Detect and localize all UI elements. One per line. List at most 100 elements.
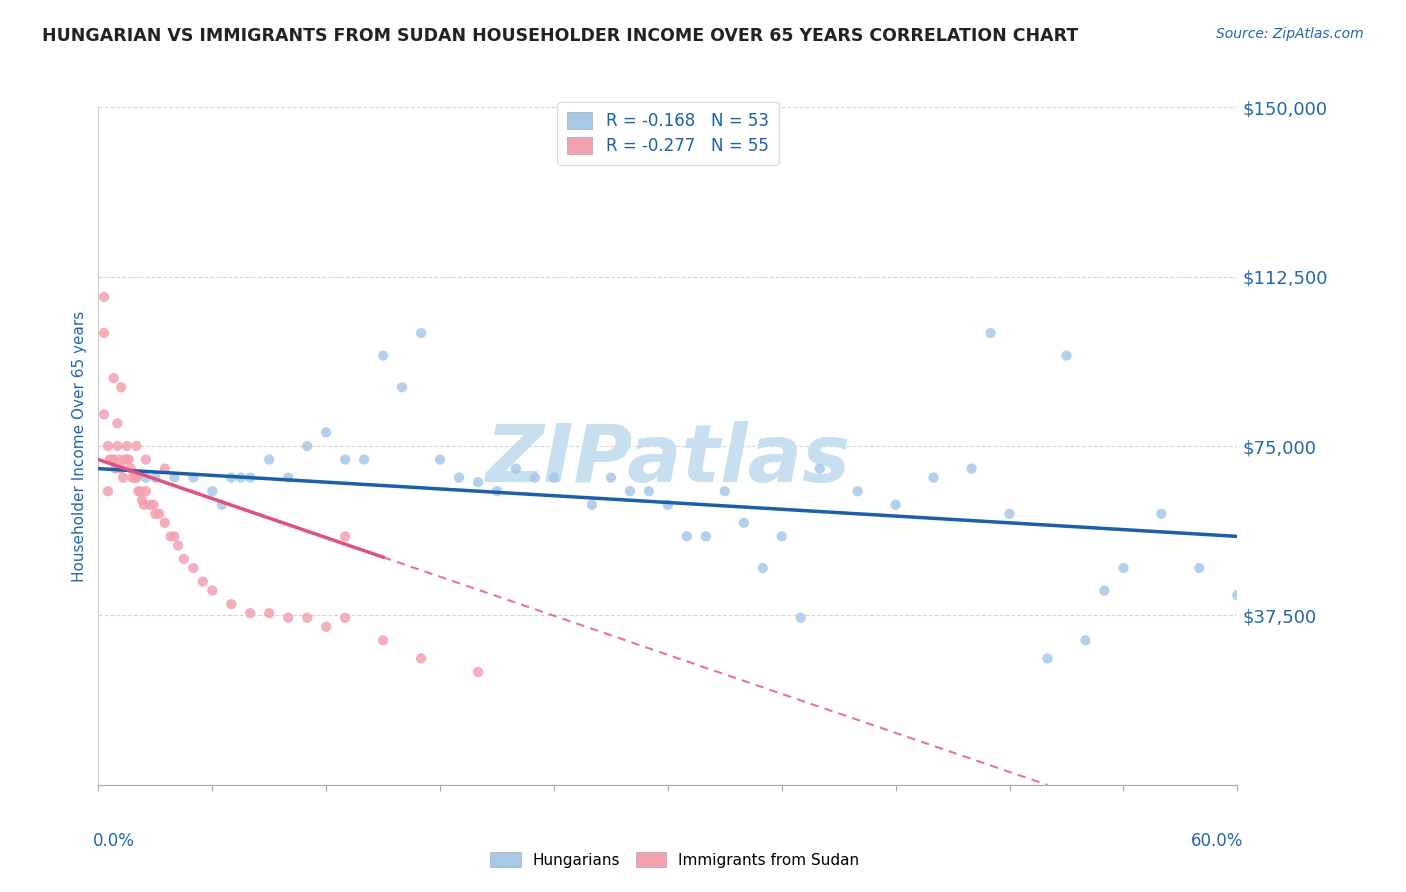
Legend: R = -0.168   N = 53, R = -0.277   N = 55: R = -0.168 N = 53, R = -0.277 N = 55 [557, 102, 779, 165]
Point [110, 461, 132, 475]
Point [1094, 583, 1116, 598]
Point [467, 475, 489, 490]
Point [163, 470, 186, 484]
Point [201, 484, 224, 499]
Text: 60.0%: 60.0% [1191, 832, 1243, 850]
Point [259, 606, 281, 620]
Point [153, 461, 176, 475]
Point [638, 484, 661, 499]
Point [135, 452, 157, 467]
Point [93, 290, 115, 304]
Point [1112, 561, 1135, 575]
Point [371, 349, 394, 363]
Point [135, 484, 157, 499]
Point [808, 461, 831, 475]
Text: Source: ZipAtlas.com: Source: ZipAtlas.com [1216, 27, 1364, 41]
Point [411, 651, 433, 665]
Point [467, 665, 489, 679]
Point [714, 484, 737, 499]
Point [173, 552, 195, 566]
Point [93, 326, 115, 340]
Point [277, 470, 299, 484]
Point [124, 470, 146, 484]
Point [221, 470, 243, 484]
Point [125, 439, 148, 453]
Point [979, 326, 1001, 340]
Point [167, 538, 190, 552]
Point [695, 529, 717, 543]
Point [93, 408, 115, 422]
Point [297, 611, 319, 625]
Point [752, 561, 775, 575]
Point [449, 470, 471, 484]
Point [922, 470, 945, 484]
Point [391, 380, 413, 394]
Point [110, 380, 132, 394]
Point [97, 439, 120, 453]
Point [1226, 588, 1249, 602]
Point [135, 470, 157, 484]
Point [100, 452, 122, 467]
Point [221, 597, 243, 611]
Point [884, 498, 907, 512]
Point [657, 498, 679, 512]
Point [770, 529, 793, 543]
Point [114, 452, 136, 467]
Point [297, 439, 319, 453]
Point [98, 452, 121, 467]
Point [103, 452, 125, 467]
Point [127, 484, 149, 499]
Point [353, 452, 375, 467]
Point [543, 470, 565, 484]
Point [998, 507, 1021, 521]
Point [505, 461, 527, 475]
Point [411, 326, 433, 340]
Point [581, 498, 603, 512]
Point [315, 620, 337, 634]
Text: HUNGARIAN VS IMMIGRANTS FROM SUDAN HOUSEHOLDER INCOME OVER 65 YEARS CORRELATION : HUNGARIAN VS IMMIGRANTS FROM SUDAN HOUSE… [42, 27, 1078, 45]
Point [1150, 507, 1173, 521]
Point [1188, 561, 1211, 575]
Point [211, 498, 233, 512]
Point [104, 461, 127, 475]
Text: ZIPatlas: ZIPatlas [485, 420, 851, 499]
Point [125, 470, 148, 484]
Point [163, 529, 186, 543]
Point [790, 611, 813, 625]
Point [131, 493, 153, 508]
Point [191, 574, 214, 589]
Point [429, 452, 451, 467]
Point [960, 461, 983, 475]
Point [125, 470, 148, 484]
Point [97, 484, 120, 499]
Point [733, 516, 755, 530]
Point [103, 371, 125, 385]
Point [115, 452, 138, 467]
Point [335, 611, 357, 625]
Point [524, 470, 547, 484]
Point [138, 498, 160, 512]
Point [153, 516, 176, 530]
Point [259, 452, 281, 467]
Point [118, 452, 141, 467]
Point [145, 470, 167, 484]
Text: 0.0%: 0.0% [93, 832, 135, 850]
Point [277, 611, 299, 625]
Point [315, 425, 337, 440]
Point [121, 470, 143, 484]
Point [112, 470, 135, 484]
Point [107, 439, 129, 453]
Point [1056, 349, 1078, 363]
Legend: Hungarians, Immigrants from Sudan: Hungarians, Immigrants from Sudan [482, 844, 868, 875]
Point [201, 583, 224, 598]
Point [145, 507, 167, 521]
Y-axis label: Householder Income Over 65 years: Householder Income Over 65 years [72, 310, 87, 582]
Point [1036, 651, 1059, 665]
Point [486, 484, 509, 499]
Point [619, 484, 641, 499]
Point [239, 606, 262, 620]
Point [129, 484, 152, 499]
Point [846, 484, 869, 499]
Point [239, 470, 262, 484]
Point [115, 439, 138, 453]
